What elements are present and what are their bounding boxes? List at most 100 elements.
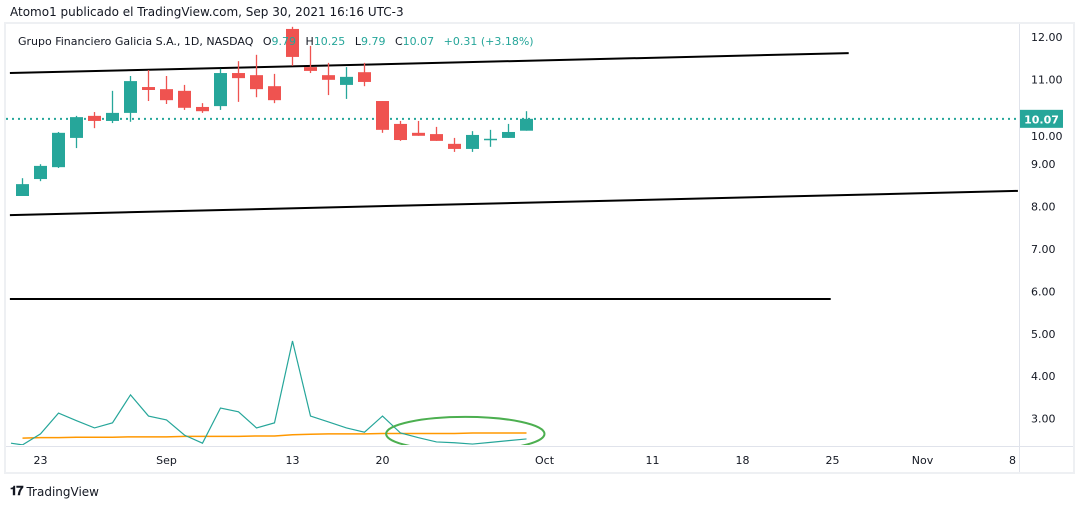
chart-frame [4,22,1075,474]
candle [466,131,479,152]
price-tick-label: 10.00 [1031,130,1063,143]
time-tick-label: Nov [912,454,934,467]
candle [412,120,425,136]
candle-body [358,72,371,82]
candle [70,115,83,149]
candle [286,26,299,66]
candle-body [520,118,533,131]
candle-body [106,112,119,121]
candle [502,123,515,138]
time-tick-label: 18 [736,454,750,467]
last-price-label: 10.07 [1024,113,1059,126]
candle-body [88,115,101,121]
candle [304,45,317,74]
price-tick-label: 11.00 [1031,73,1063,86]
time-tick-label: 13 [286,454,300,467]
last-price-badge [1020,109,1063,128]
candle-body [430,134,443,141]
candle-body [340,76,353,85]
candle [124,76,137,122]
candle-body [412,132,425,136]
candle-body [232,73,245,79]
candle [322,62,335,96]
highlight-ellipse [385,415,546,445]
candle-body [394,123,407,141]
time-tick-label: 25 [826,454,840,467]
legend-close-label: C [394,35,403,48]
candle [16,178,29,196]
candle [232,61,245,102]
publish-info: Atomo1 publicado el TradingView.com, Sep… [10,5,404,19]
legend-change: +0.31 (+3.18%) [443,35,534,48]
price-tick-label: 7.00 [1031,243,1056,256]
candle-body [142,87,155,90]
footer: 𝟏𝟕 TradingView [10,484,99,499]
candle-body [322,75,335,80]
candle-body [268,86,281,101]
legend-close-value: 10.07 [402,35,435,48]
legend-high-value: 10.25 [313,35,346,48]
candle-body [16,184,29,196]
candle [106,90,119,124]
candle-body [178,90,191,108]
candle [142,70,155,102]
candle-body [502,131,515,138]
candle-body [34,165,47,180]
candle [484,129,497,147]
price-tick-label: 12.00 [1031,31,1063,44]
indicator-ma-line [22,432,527,439]
price-tick-label: 3.00 [1031,413,1056,426]
candle [358,62,371,87]
candle [178,84,191,110]
price-tick-label: 6.00 [1031,285,1056,298]
candle [520,111,533,131]
time-tick-label: Sep [156,454,177,467]
time-tick-label: 20 [376,454,390,467]
time-tick-label: Oct [535,454,555,467]
plot-area [6,26,1019,445]
legend-low-value: 9.79 [360,35,386,48]
chart-legend: Grupo Financiero Galicia S.A., 1D, NASDA… [18,35,534,48]
candle [268,73,281,104]
legend-high-label: H [305,35,314,48]
candle [196,103,209,113]
footer-brand: TradingView [26,484,99,499]
candle-body [376,101,389,130]
candle [160,76,173,104]
time-tick-label: 11 [646,454,660,467]
candle [214,68,227,110]
candle-body [304,67,317,71]
candle [52,131,65,169]
price-tick-label: 5.00 [1031,328,1056,341]
candle-body [484,138,497,141]
price-tick-label: 8.00 [1031,201,1056,214]
candle-body [70,117,83,138]
price-tick-label: 9.00 [1031,158,1056,171]
time-tick-label: 8 [1009,454,1016,467]
lower-trendline [9,189,1018,217]
indicator-line [10,340,527,445]
candle [394,120,407,141]
price-tick-label: 4.00 [1031,370,1056,383]
upper-trendline [9,52,849,75]
tradingview-logo-icon: 𝟏𝟕 [10,484,24,499]
candle [250,54,263,98]
candle [88,112,101,129]
candle-body [466,134,479,149]
candle [34,164,47,182]
candle-body [160,89,173,101]
legend-open-label: O [262,35,272,48]
legend-symbol: Grupo Financiero Galicia S.A., 1D, NASDA… [18,35,254,48]
candle-body [250,75,263,90]
candle [448,137,461,152]
legend-open-value: 9.79 [271,35,297,48]
candle [340,67,353,99]
candle-body [448,143,461,149]
candle-body [286,28,299,57]
candle-body [196,106,209,112]
time-tick-label: 23 [34,454,48,467]
candle-body [124,81,137,113]
candle-body [52,132,65,168]
candle [430,126,443,141]
